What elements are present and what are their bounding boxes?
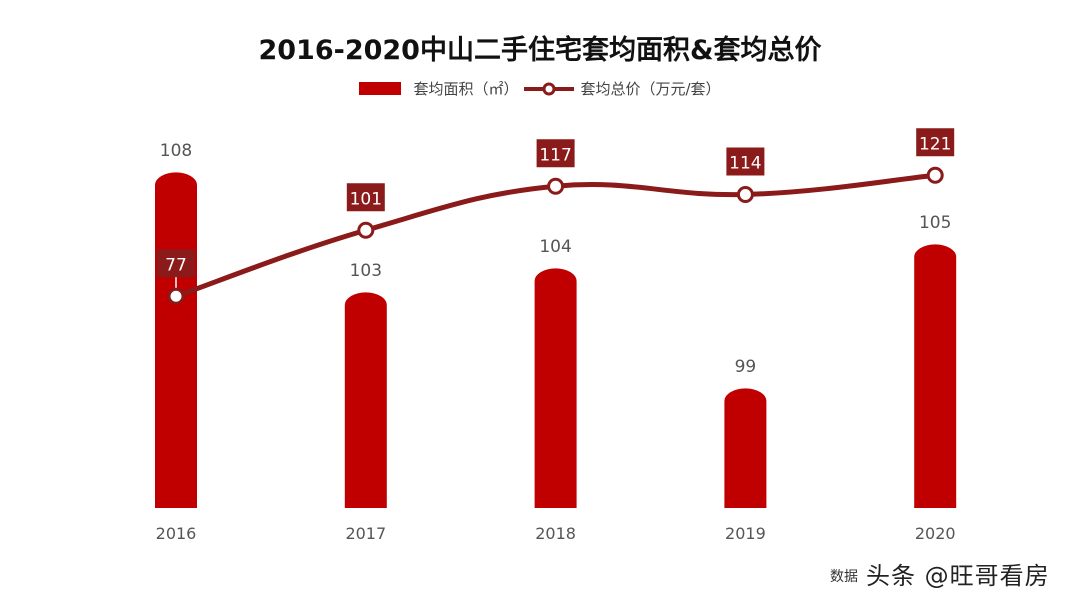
legend-bar-label: 套均面积（㎡） [413,80,519,98]
bar-label: 105 [919,213,951,233]
x-tick-label: 2020 [915,524,956,543]
line-label-box [157,249,195,278]
bar-label: 99 [735,357,757,377]
line-label: 117 [539,145,571,165]
x-tick-label: 2018 [535,524,576,543]
line-label: 114 [729,154,761,174]
line-label: 121 [919,134,951,154]
x-tick-label: 2019 [725,524,766,543]
legend-line-label: 套均总价（万元/套） [580,80,721,98]
bar-label: 103 [350,261,382,281]
line-label-box [536,139,575,168]
line-label: 101 [350,189,382,209]
bar-label: 108 [160,141,192,161]
line-point [926,166,944,184]
line-label-box [916,128,955,157]
x-tick-label: 2016 [156,524,197,543]
line-point [357,221,375,239]
line-point [547,177,565,195]
bar [155,172,197,508]
bar [534,268,577,508]
line-label: 77 [165,255,187,275]
source-note: 数据 [830,569,858,585]
bar [344,292,387,508]
bar [724,388,767,508]
legend: 套均面积（㎡） 套均总价（万元/套） [0,78,1080,99]
line-point [736,186,754,203]
line-point [167,287,185,305]
legend-line-swatch [524,82,575,95]
bar [914,244,957,508]
bar-label: 104 [539,237,571,257]
line-label-box [726,147,765,176]
legend-bar-swatch [359,82,402,95]
chart-title: 2016-2020中山二手住宅套均面积&套均总价 [258,35,822,66]
x-tick-label: 2017 [345,524,386,543]
line-label-box [346,183,385,212]
watermark: 头条 @旺哥看房 [866,562,1050,590]
